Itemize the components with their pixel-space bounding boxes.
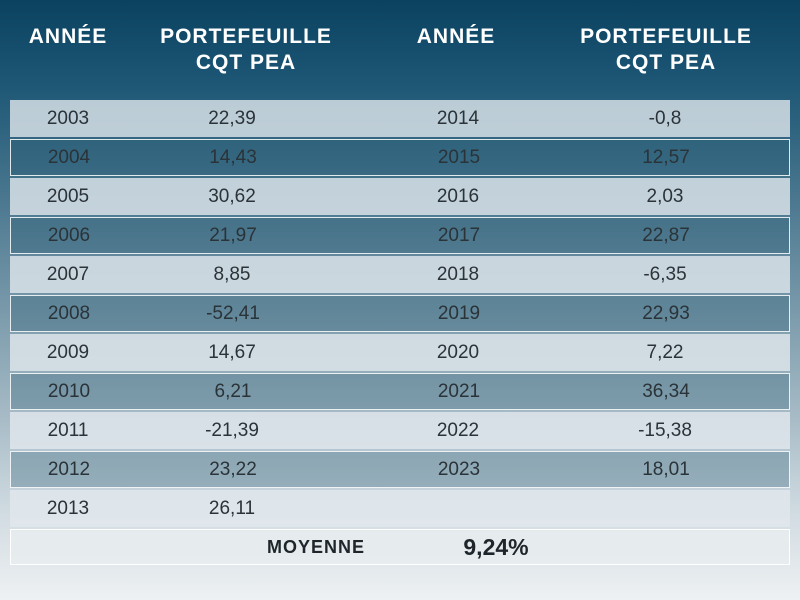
return-cell: 30,62 (208, 185, 256, 207)
table-header: ANNÉE PORTEFEUILLE CQT PEA ANNÉE PORTEFE… (0, 24, 800, 84)
table-row: 2007 8,85 2018 -6,35 (10, 256, 790, 293)
year-cell: 2015 (437, 146, 481, 168)
table-row: 2005 30,62 2016 2,03 (10, 178, 790, 215)
year-cell: 2019 (437, 302, 481, 324)
return-cell: 23,22 (209, 458, 257, 480)
return-cell: 21,97 (209, 224, 257, 246)
table-row: 2013 26,11 (10, 490, 790, 527)
year-cell: 2018 (436, 263, 480, 285)
year-cell: 2023 (437, 458, 481, 480)
return-cell: 2,03 (646, 185, 684, 207)
year-cell: 2021 (437, 380, 481, 402)
header-portfolio-left-line2: CQT PEA (195, 51, 297, 74)
return-cell: -6,35 (643, 263, 687, 285)
year-cell: 2010 (47, 380, 91, 402)
table-row: 2011 -21,39 2022 -15,38 (10, 412, 790, 449)
year-cell: 2020 (436, 341, 480, 363)
return-cell: 36,34 (642, 380, 690, 402)
header-year-left: ANNÉE (28, 25, 108, 48)
header-portfolio-right-line2: CQT PEA (615, 51, 717, 74)
average-value: 9,24% (463, 533, 529, 560)
return-cell: 14,67 (208, 341, 256, 363)
return-cell: 22,39 (208, 107, 256, 129)
table-row: 2009 14,67 2020 7,22 (10, 334, 790, 371)
header-portfolio-right: PORTEFEUILLE CQT PEA (560, 24, 772, 76)
average-row: MOYENNE 9,24% (10, 529, 790, 565)
return-cell (560, 490, 770, 527)
year-cell: 2008 (47, 302, 91, 324)
year-cell: 2003 (46, 107, 90, 129)
header-year-right: ANNÉE (416, 25, 496, 48)
return-cell: -15,38 (638, 419, 692, 441)
year-cell: 2011 (47, 419, 89, 441)
performance-table: 2003 22,39 2014 -0,8 2004 14,43 2015 12,… (10, 100, 790, 565)
header-portfolio-right-line1: PORTEFEUILLE (580, 25, 752, 48)
table-row: 2010 6,21 2021 36,34 (10, 373, 790, 410)
year-cell: 2005 (46, 185, 90, 207)
return-cell: 22,93 (642, 302, 690, 324)
average-label: MOYENNE (266, 536, 365, 557)
table-row: 2006 21,97 2017 22,87 (10, 217, 790, 254)
year-cell (400, 490, 516, 527)
return-cell: 14,43 (209, 146, 257, 168)
return-cell: 6,21 (214, 380, 252, 402)
table-row: 2003 22,39 2014 -0,8 (10, 100, 790, 137)
year-cell: 2014 (436, 107, 480, 129)
table-row: 2004 14,43 2015 12,57 (10, 139, 790, 176)
year-cell: 2016 (436, 185, 480, 207)
year-cell: 2009 (46, 341, 90, 363)
return-cell: 26,11 (208, 497, 256, 519)
header-portfolio-left-line1: PORTEFEUILLE (160, 25, 332, 48)
year-cell: 2017 (437, 224, 481, 246)
year-cell: 2022 (436, 419, 480, 441)
table-row: 2012 23,22 2023 18,01 (10, 451, 790, 488)
return-cell: 8,85 (213, 263, 251, 285)
return-cell: -0,8 (648, 107, 682, 129)
return-cell: -52,41 (206, 302, 260, 324)
header-portfolio-left: PORTEFEUILLE CQT PEA (140, 24, 352, 76)
table-row: 2008 -52,41 2019 22,93 (10, 295, 790, 332)
year-cell: 2006 (47, 224, 91, 246)
return-cell: 22,87 (642, 224, 690, 246)
year-cell: 2012 (47, 458, 91, 480)
return-cell: 7,22 (646, 341, 684, 363)
year-cell: 2013 (46, 497, 90, 519)
return-cell: 18,01 (642, 458, 690, 480)
return-cell: -21,39 (205, 419, 259, 441)
return-cell: 12,57 (642, 146, 690, 168)
year-cell: 2004 (47, 146, 91, 168)
year-cell: 2007 (46, 263, 90, 285)
